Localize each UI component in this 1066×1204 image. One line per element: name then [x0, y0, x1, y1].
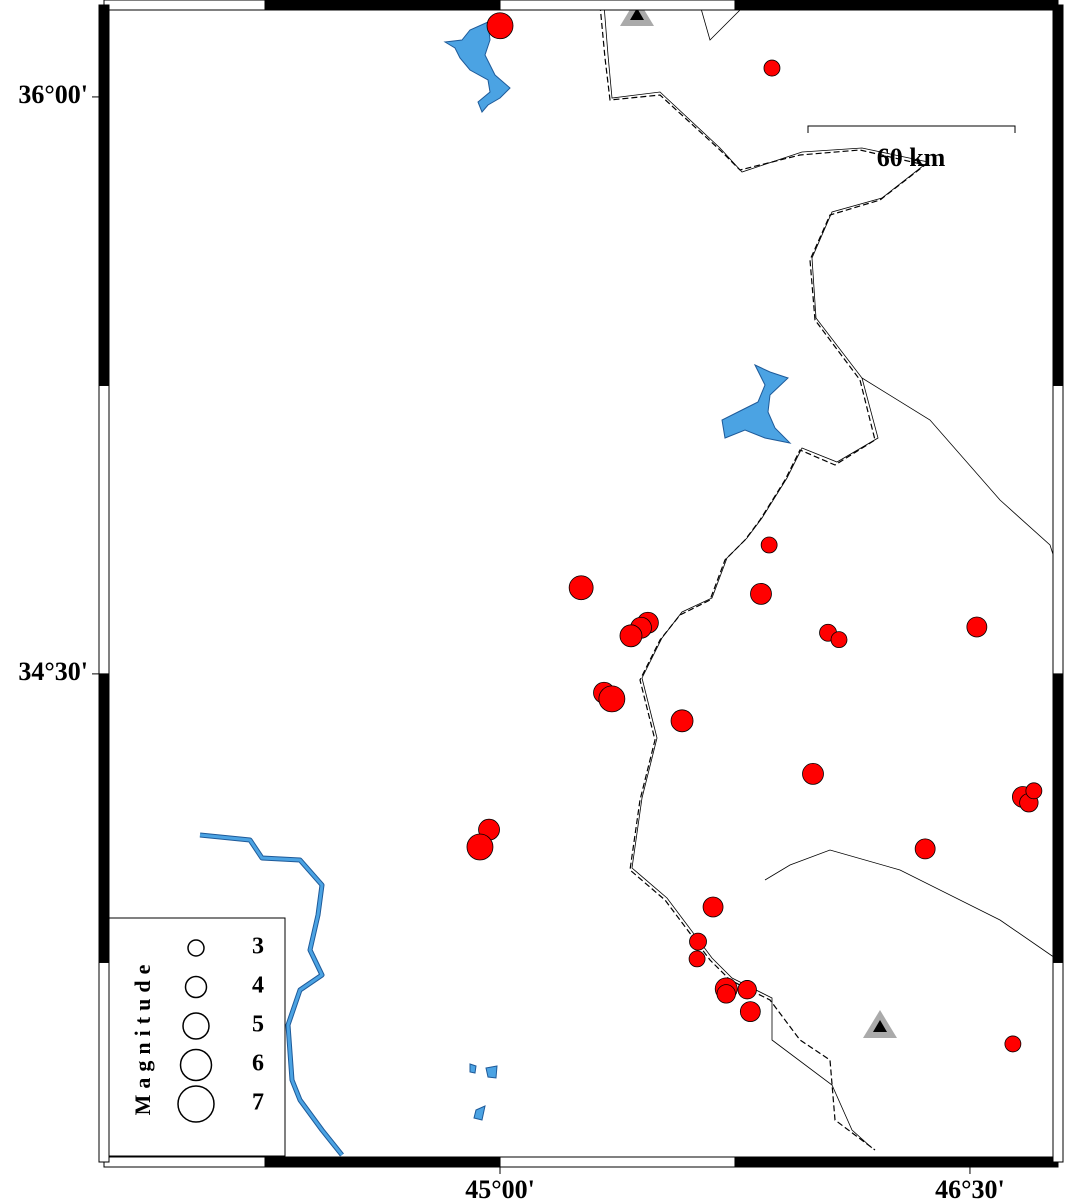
frame-bar [98, 4, 110, 98]
lake [443, 21, 511, 113]
scale-bar-line [807, 125, 1016, 133]
frame-bar [1052, 384, 1064, 675]
frame-bar [734, 0, 971, 11]
frame-bar [1052, 961, 1064, 1163]
earthquake [966, 616, 988, 638]
river [199, 833, 344, 1156]
earthquake [688, 950, 706, 968]
frame-bar [1052, 4, 1064, 98]
x-tick-label: 46°30' [935, 1175, 1005, 1204]
y-tick-label: 36°00' [18, 80, 88, 109]
earthquake [830, 631, 848, 649]
base-map [199, 4, 1059, 1157]
earthquake [466, 833, 494, 861]
volcano-icon [630, 8, 644, 20]
earthquake [802, 762, 824, 785]
legend-title: Magnitude [130, 959, 155, 1116]
scale-bar: 60 km [807, 125, 1016, 172]
earthquake [1004, 1035, 1022, 1053]
frame-bar [98, 673, 110, 963]
earthquake [716, 984, 736, 1004]
volcano [620, 0, 897, 1038]
frame-bar [1052, 673, 1064, 963]
earthquake [598, 685, 626, 713]
frame-bar [98, 961, 110, 1163]
frame-bar [734, 1156, 971, 1168]
legend-circle [187, 939, 205, 957]
y-tick-label: 34°30' [18, 657, 88, 686]
scale-bar-label: 60 km [877, 143, 946, 172]
legend-label: 6 [252, 1051, 264, 1077]
earthquake [914, 838, 936, 860]
earthquake [619, 624, 643, 648]
volcano-icon [873, 1020, 887, 1032]
earthquake [763, 59, 781, 77]
earthquake [568, 575, 594, 601]
frame-bar [98, 384, 110, 675]
earthquake [750, 582, 772, 605]
frame-bar [98, 96, 110, 386]
lake [721, 363, 792, 444]
province-border [699, 4, 741, 41]
frame-bar [103, 0, 266, 11]
province-border [764, 849, 1059, 961]
frame-bar [499, 0, 736, 11]
legend-circle [179, 1048, 213, 1082]
x-tick-label: 45°00' [465, 1175, 535, 1204]
earthquake [1025, 782, 1043, 800]
legend-label: 7 [252, 1090, 264, 1116]
frame-bar [103, 1156, 266, 1168]
earthquake [702, 896, 724, 918]
earthquake [670, 709, 694, 733]
frame-bar [1052, 96, 1064, 386]
legend-box [107, 917, 286, 1157]
border [603, 4, 929, 1149]
earthquake [739, 1001, 761, 1023]
legend-circle [177, 1085, 215, 1123]
earthquake [689, 932, 707, 951]
legend-circle [182, 1012, 210, 1040]
frame-bar [264, 0, 501, 11]
border-dashed [599, 4, 927, 1151]
frame-bar [969, 1156, 1059, 1168]
legend-label: 5 [252, 1012, 264, 1038]
island [469, 1063, 498, 1121]
earthquake [737, 980, 757, 1000]
frame-bar [499, 1156, 736, 1168]
earthquake [486, 12, 514, 40]
legend: Magnitude 3 4 5 6 7 [107, 917, 286, 1157]
frame-bar [264, 1156, 501, 1168]
frame-bar [969, 0, 1059, 11]
legend-circle [184, 975, 208, 999]
earthquake [760, 536, 778, 554]
legend-label: 3 [252, 934, 264, 960]
legend-label: 4 [252, 973, 264, 999]
